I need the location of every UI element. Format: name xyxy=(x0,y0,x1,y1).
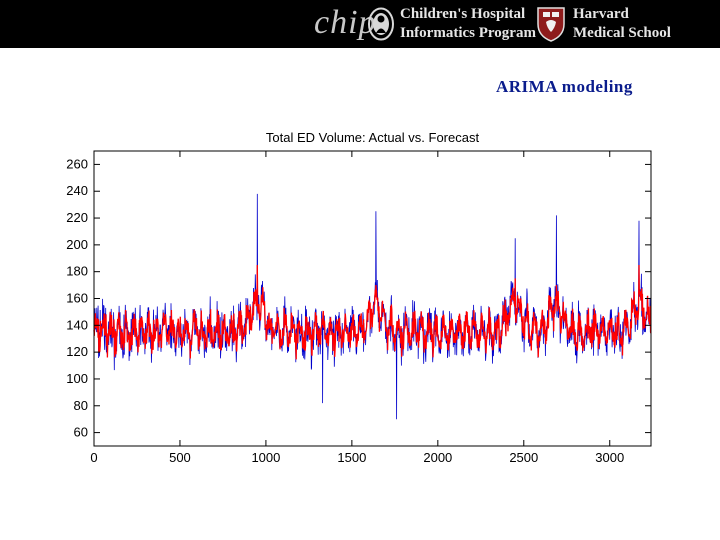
childrens-hospital-emblem-icon xyxy=(368,7,394,41)
org-name-line2: Informatics Program xyxy=(400,25,536,41)
x-tick-label: 1000 xyxy=(251,450,280,465)
school-name-line1: Harvard xyxy=(573,6,629,22)
y-tick-label: 260 xyxy=(66,156,88,171)
x-tick-label: 3000 xyxy=(595,450,624,465)
x-tick-label: 2500 xyxy=(509,450,538,465)
plot-area xyxy=(93,193,652,420)
series-forecast-line xyxy=(93,264,652,360)
y-tick-label: 80 xyxy=(74,398,88,413)
header-bar: chip Children's Hospital Informatics Pro… xyxy=(0,0,720,48)
x-tick-label: 0 xyxy=(90,450,97,465)
y-tick-label: 200 xyxy=(66,237,88,252)
x-tick-label: 1500 xyxy=(337,450,366,465)
chart-title: Total ED Volume: Actual vs. Forecast xyxy=(266,130,480,145)
slide-title: ARIMA modeling xyxy=(496,77,633,96)
org-name-line1: Children's Hospital xyxy=(400,6,526,22)
series-actual-line xyxy=(93,193,652,420)
x-tick-label: 2000 xyxy=(423,450,452,465)
harvard-shield-icon xyxy=(537,7,565,42)
y-tick-label: 100 xyxy=(66,371,88,386)
ed-volume-chart: Total ED Volume: Actual vs. Forecast 60 8… xyxy=(66,130,652,465)
axes: 60 80 100 120 140 160 180 200 220 240 260 0 500 1000 1… xyxy=(66,150,652,465)
y-tick-label: 120 xyxy=(66,344,88,359)
y-tick-label: 240 xyxy=(66,183,88,198)
y-tick-label: 140 xyxy=(66,317,88,332)
y-tick-label: 60 xyxy=(74,425,88,440)
chip-logo: chip xyxy=(314,4,377,41)
y-tick-label: 180 xyxy=(66,264,88,279)
x-tick-label: 500 xyxy=(169,450,191,465)
school-name-line2: Medical School xyxy=(573,25,671,41)
y-tick-label: 160 xyxy=(66,291,88,306)
y-tick-label: 220 xyxy=(66,210,88,225)
plot-frame xyxy=(93,150,652,447)
